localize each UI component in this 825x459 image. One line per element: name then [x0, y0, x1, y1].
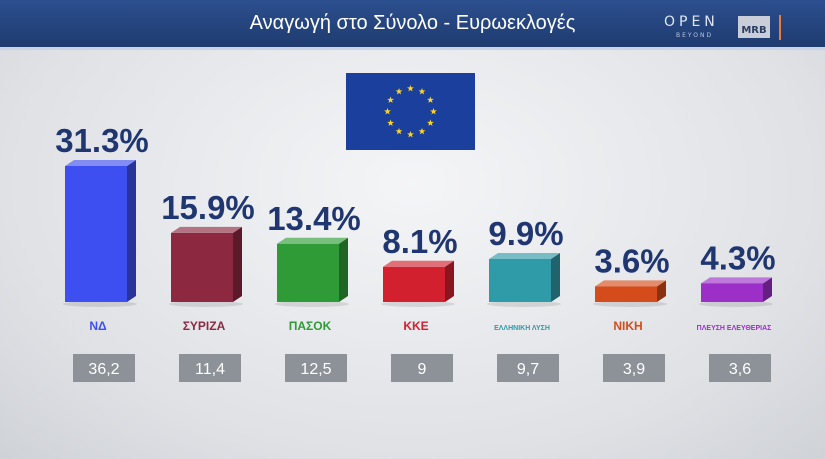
bar-top — [277, 237, 348, 244]
flag-star — [387, 96, 395, 103]
eu-flag-icon — [346, 73, 475, 150]
bar-shadow — [487, 301, 561, 307]
bar-side — [233, 226, 242, 302]
beyond-logo: BEYOND — [676, 32, 714, 39]
mrb-logo: MRB — [738, 16, 770, 38]
bar-side — [551, 252, 560, 302]
flag-star — [426, 119, 434, 126]
previous-result-box — [179, 354, 241, 382]
bar-shadow — [593, 301, 667, 307]
party-logo: ΠΛΕΥΣΗ ΕΛΕΥΘΕΡΙΑΣ — [697, 325, 772, 332]
bar — [383, 266, 445, 302]
flag-star — [407, 130, 414, 138]
bar-top — [383, 260, 454, 267]
previous-result-box — [285, 354, 347, 382]
bar — [277, 243, 339, 302]
bar-shadow — [275, 301, 349, 307]
bar-top — [701, 277, 772, 284]
header-accent-line — [779, 15, 781, 40]
header-bar: Αναγωγή στο Σύνολο - Ευρωεκλογές OPEN BE… — [0, 0, 825, 50]
data-label: 8.1% — [382, 223, 457, 260]
data-label: 13.4% — [267, 200, 361, 237]
bar — [595, 286, 657, 302]
previous-result-box — [497, 354, 559, 382]
bar-shadow — [699, 301, 773, 307]
bar-top — [489, 252, 560, 259]
bar — [489, 258, 551, 302]
previous-result-box — [603, 354, 665, 382]
data-label: 15.9% — [161, 189, 255, 226]
bar-top — [595, 280, 666, 287]
previous-result-label: 9,7 — [517, 361, 539, 378]
bar-side — [763, 277, 772, 302]
bar-side — [657, 280, 666, 302]
flag-star — [426, 96, 434, 103]
bar-side — [127, 160, 136, 302]
flag-star — [407, 84, 414, 92]
bar-shadow — [63, 301, 137, 307]
previous-result-box — [709, 354, 771, 382]
party-logo: ΝΔ — [89, 319, 107, 333]
flag-star — [418, 87, 426, 95]
party-logo: ΣΥΡΙΖΑ — [183, 319, 226, 333]
flag-star — [384, 107, 391, 115]
bar — [65, 166, 127, 302]
bar-side — [445, 260, 454, 302]
bar-shadow — [381, 301, 455, 307]
data-label: 4.3% — [700, 239, 775, 276]
bar-top — [171, 226, 242, 233]
previous-result-box — [391, 354, 453, 382]
previous-result-label: 3,9 — [623, 361, 645, 378]
previous-result-label: 36,2 — [88, 361, 119, 378]
chart-title: Αναγωγή στο Σύνολο - Ευρωεκλογές — [249, 12, 576, 34]
bar — [701, 283, 763, 302]
flag-star — [395, 87, 403, 95]
data-label: 9.9% — [488, 215, 563, 252]
flag-star — [387, 119, 395, 126]
open-logo: OPEN — [664, 14, 719, 30]
data-label: 3.6% — [594, 242, 669, 279]
previous-result-box — [73, 354, 135, 382]
flag-star — [430, 107, 437, 115]
party-logo: ΠΑΣΟΚ — [289, 319, 332, 333]
previous-result-label: 3,6 — [729, 361, 751, 378]
previous-result-label: 9 — [418, 361, 427, 378]
flag-star — [418, 127, 426, 135]
previous-result-label: 12,5 — [300, 361, 331, 378]
bar-shadow — [169, 301, 243, 307]
party-logo: ΝΙΚΗ — [613, 319, 642, 333]
flag-star — [395, 127, 403, 135]
party-logo: ΚΚΕ — [403, 319, 428, 333]
data-label: 31.3% — [55, 122, 149, 159]
bar-top — [65, 160, 136, 166]
bar — [171, 232, 233, 302]
party-logo: ΕΛΛΗΝΙΚΗ ΛΥΣΗ — [494, 325, 550, 332]
previous-result-label: 11,4 — [195, 361, 225, 378]
bar-side — [339, 237, 348, 302]
